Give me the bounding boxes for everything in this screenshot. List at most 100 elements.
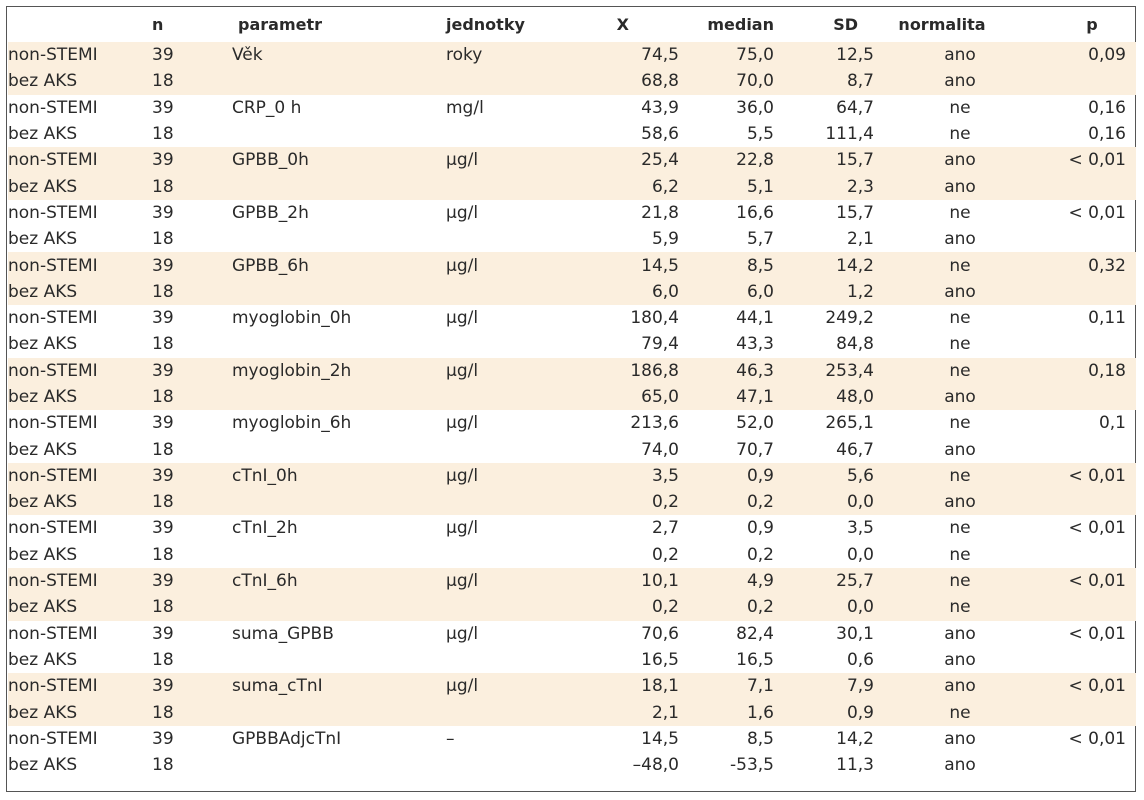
cell-group: non-STEMI xyxy=(8,252,138,279)
cell-group: bez AKS xyxy=(8,649,78,670)
cell-n: 18 xyxy=(138,173,216,200)
cell-normalita: ne xyxy=(949,413,971,434)
cell-x: 180,4 xyxy=(630,308,679,329)
cell-parametr xyxy=(216,542,446,568)
table-row: non-STEMI 39 GPBB_6h μg/l 14,5 8,5 14,2 ne 0,32 xyxy=(8,252,1136,279)
cell-group: bez AKS xyxy=(8,68,138,95)
cell-median: 8,5 xyxy=(746,728,774,749)
cell-median: 4,9 xyxy=(681,567,776,595)
cell-sd: 11,3 xyxy=(836,755,874,776)
table-row: bez AKS 18 –48,0 -53,5 11,3 ano xyxy=(8,752,1136,778)
cell-x: 18,1 xyxy=(556,673,681,700)
cell-group: bez AKS xyxy=(8,544,78,565)
table-row: bez AKS 18 74,0 70,7 46,7 ano xyxy=(8,436,1136,462)
cell-x: 14,5 xyxy=(641,728,679,749)
cell-x: 16,5 xyxy=(641,649,679,670)
header-jednotky: jednotky xyxy=(446,14,525,34)
cell-normalita: ne xyxy=(949,308,971,329)
cell-sd: 0,0 xyxy=(846,544,874,565)
cell-sd: 48,0 xyxy=(776,383,876,411)
table-row: non-STEMI 39 myoglobin_6h μg/l 213,6 52,0 265,… xyxy=(8,410,1136,436)
table-row: bez AKS 18 68,8 70,0 8,7 ano xyxy=(8,68,1136,95)
cell-parametr xyxy=(216,68,446,95)
cell-n: 39 xyxy=(152,413,174,434)
cell-group: bez AKS xyxy=(8,594,138,621)
cell-group: bez AKS xyxy=(8,439,78,460)
cell-median: 16,5 xyxy=(736,649,774,670)
cell-p: < 0,01 xyxy=(1068,623,1127,644)
cell-x: 68,8 xyxy=(556,68,681,95)
cell-normalita: ano xyxy=(876,383,1008,411)
cell-x: 0,2 xyxy=(556,489,681,516)
cell-x: 3,5 xyxy=(556,462,681,490)
cell-median: 44,1 xyxy=(736,308,774,329)
cell-median: 43,3 xyxy=(736,334,774,355)
table-row: non-STEMI 39 GPBB_2h μg/l 21,8 16,6 15,7 ne < 0,… xyxy=(8,200,1136,226)
cell-group: non-STEMI xyxy=(8,728,98,749)
cell-normalita: ano xyxy=(876,173,1008,200)
cell-normalita: ano xyxy=(876,278,1008,305)
table-row: non-STEMI 39 cTnI_6h μg/l 10,1 4,9 25,7 ne < 0,0… xyxy=(8,567,1136,595)
cell-group: non-STEMI xyxy=(8,518,98,539)
cell-normalita: ano xyxy=(876,68,1008,95)
cell-normalita: ano xyxy=(944,728,976,749)
cell-parametr xyxy=(216,647,446,673)
cell-sd: 46,7 xyxy=(836,439,874,460)
cell-n: 39 xyxy=(138,673,216,700)
cell-sd: 0,6 xyxy=(846,649,874,670)
cell-parametr xyxy=(216,121,446,147)
cell-normalita: ano xyxy=(876,673,1008,700)
cell-group: bez AKS xyxy=(8,699,138,726)
header-x: X xyxy=(616,14,629,34)
cell-median: 75,0 xyxy=(681,42,776,69)
cell-n: 39 xyxy=(152,518,174,539)
cell-p xyxy=(1008,752,1136,778)
cell-parametr: GPBBAdjcTnI xyxy=(232,728,342,749)
cell-parametr: suma_GPBB xyxy=(232,623,334,644)
cell-n: 39 xyxy=(138,42,216,69)
table-row: non-STEMI 39 myoglobin_2h μg/l 186,8 46,3 253,… xyxy=(8,357,1136,384)
cell-normalita: ne xyxy=(876,462,1008,490)
cell-parametr xyxy=(216,226,446,252)
cell-jednotky: roky xyxy=(446,42,556,69)
cell-parametr: GPBB_6h xyxy=(216,252,446,279)
cell-n: 39 xyxy=(138,567,216,595)
cell-p xyxy=(1008,647,1136,673)
cell-median: 46,3 xyxy=(681,357,776,384)
cell-p: 0,16 xyxy=(1088,97,1126,118)
cell-x: 14,5 xyxy=(556,252,681,279)
cell-p xyxy=(1008,173,1136,200)
table-row: bez AKS 18 6,0 6,0 1,2 ano xyxy=(8,278,1136,305)
cell-jednotky xyxy=(446,68,556,95)
cell-parametr xyxy=(216,173,446,200)
cell-n: 39 xyxy=(138,462,216,490)
cell-n: 18 xyxy=(152,124,174,145)
cell-p xyxy=(1008,699,1136,726)
cell-jednotky: μg/l xyxy=(446,202,479,223)
cell-normalita: ne xyxy=(876,567,1008,595)
cell-jednotky xyxy=(446,752,556,778)
header-row: n parametr jednotky X median SD normalit… xyxy=(8,6,1136,42)
cell-group: bez AKS xyxy=(8,229,78,250)
cell-median: 47,1 xyxy=(681,383,776,411)
cell-group: non-STEMI xyxy=(8,147,138,174)
cell-normalita: ano xyxy=(944,623,976,644)
cell-group: non-STEMI xyxy=(8,623,98,644)
cell-sd: 30,1 xyxy=(836,623,874,644)
cell-x: 25,4 xyxy=(556,147,681,174)
cell-n: 39 xyxy=(152,97,174,118)
cell-sd: 3,5 xyxy=(846,518,874,539)
cell-normalita: ano xyxy=(944,229,976,250)
table-row: bez AKS 18 0,2 0,2 0,0 ne xyxy=(8,542,1136,568)
cell-x: 74,0 xyxy=(641,439,679,460)
cell-group: non-STEMI xyxy=(8,673,138,700)
table-row: non-STEMI 39 suma_cTnI μg/l 18,1 7,1 7,9 ano < 0… xyxy=(8,673,1136,700)
cell-x: 43,9 xyxy=(641,97,679,118)
cell-parametr xyxy=(216,331,446,357)
cell-p: 0,1 xyxy=(1098,413,1126,434)
cell-x: 74,5 xyxy=(556,42,681,69)
cell-p: 0,11 xyxy=(1088,308,1126,329)
cell-parametr xyxy=(216,436,446,462)
cell-n: 39 xyxy=(152,623,174,644)
cell-jednotky xyxy=(446,331,556,357)
